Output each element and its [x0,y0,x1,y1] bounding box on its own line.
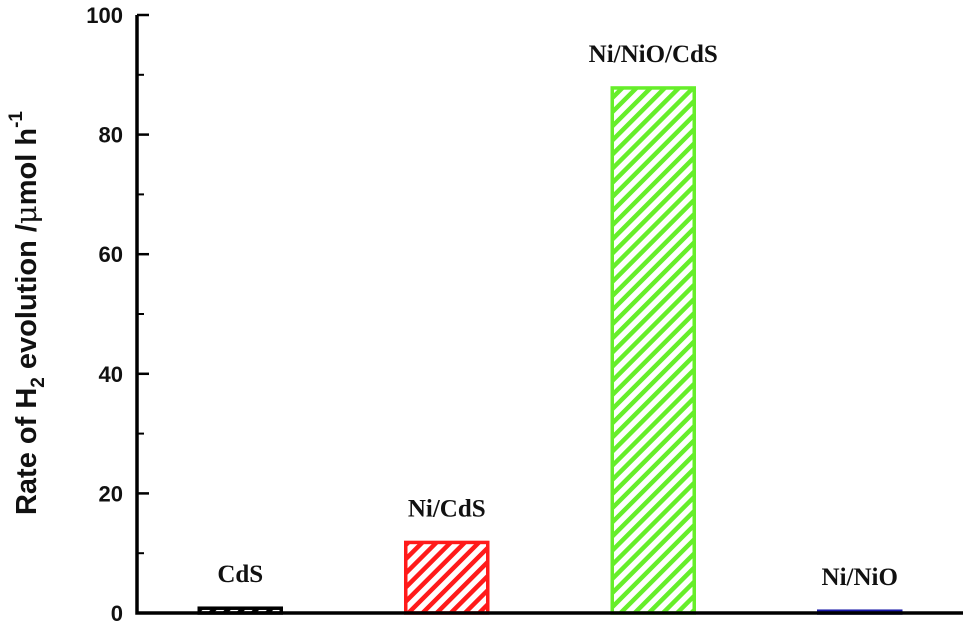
y-tick-label: 0 [111,601,123,624]
plot-axes [135,15,963,615]
y-axis-label-mu: μ [9,205,43,224]
y-axis-label-superscript: -1 [6,111,27,128]
bar-label-cds: CdS [217,561,263,588]
bars [197,86,903,615]
y-axis-label-subscript: 2 [28,377,49,388]
bar-ni-cds [404,540,490,615]
y-ticks: 0 20 40 60 80 100 [86,3,149,624]
y-axis-label-middle: evolution / [11,224,43,377]
y-axis-label: Rate of H2 evolution /μmol h-1 [6,111,49,515]
y-axis-label-prefix: Rate of H [11,388,43,515]
bar-label-ni-nio-cds: Ni/NiO/CdS [589,41,718,68]
y-tick-label: 100 [86,3,123,28]
bar-label-ni-cds: Ni/CdS [408,495,486,522]
bar-ni-nio-cds [610,86,696,615]
bar-labels: CdS Ni/CdS Ni/NiO/CdS Ni/NiO [217,41,898,591]
y-tick-label: 40 [99,362,123,387]
y-tick-label: 20 [99,481,123,506]
y-tick-label: 80 [99,123,123,148]
y-axis-label-unit: mol h [11,128,43,205]
y-tick-label: 60 [99,242,123,267]
bar-label-ni-nio: Ni/NiO [822,564,898,591]
